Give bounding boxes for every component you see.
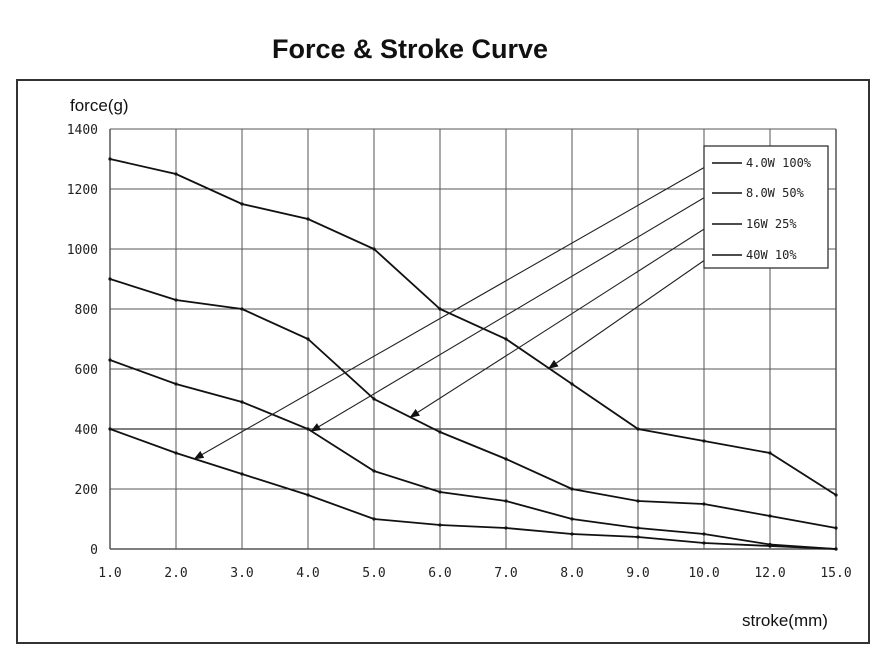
series-point — [834, 547, 838, 551]
x-tick-label: 6.0 — [428, 566, 451, 581]
series-point — [372, 247, 376, 251]
series-point — [306, 217, 310, 221]
y-tick-label: 1200 — [67, 183, 98, 198]
series-point — [768, 514, 772, 518]
legend: 4.0W 100% 8.0W 50% 16W 25% 40W 10% — [703, 145, 829, 269]
series-line-4 — [109, 428, 837, 550]
legend-label: 4.0W 100% — [746, 156, 812, 170]
series-point — [570, 532, 574, 536]
x-tick-label: 12.0 — [754, 566, 785, 581]
series-point — [504, 337, 508, 341]
y-tick-label: 200 — [75, 483, 98, 498]
series-point — [504, 499, 508, 503]
legend-label: 16W 25% — [746, 217, 797, 231]
series-point — [702, 439, 706, 443]
series-point — [306, 337, 310, 341]
series-line-1 — [109, 158, 837, 496]
series-point — [174, 382, 178, 386]
series-point — [636, 499, 640, 503]
x-tick-label: 10.0 — [688, 566, 719, 581]
x-tick-label: 9.0 — [626, 566, 649, 581]
series-point — [834, 526, 838, 530]
y-tick-label: 0 — [90, 543, 98, 558]
series-point — [702, 502, 706, 506]
series-point — [702, 532, 706, 536]
series-point — [438, 523, 442, 527]
series-point — [372, 469, 376, 473]
series-point — [108, 427, 112, 431]
series-point — [768, 544, 772, 548]
y-axis-label: force(g) — [70, 96, 129, 115]
series-point — [240, 307, 244, 311]
y-tick-label: 1000 — [67, 243, 98, 258]
series-point — [504, 457, 508, 461]
chart-frame — [16, 79, 870, 644]
series-point — [372, 517, 376, 521]
legend-box — [703, 145, 829, 269]
y-tick-label: 1400 — [67, 123, 98, 138]
series-point — [174, 451, 178, 455]
x-tick-label: 8.0 — [560, 566, 583, 581]
series-point — [306, 427, 310, 431]
series-point — [636, 535, 640, 539]
x-tick-label: 4.0 — [296, 566, 319, 581]
series-point — [438, 430, 442, 434]
y-tick-label: 800 — [75, 303, 98, 318]
series-point — [240, 400, 244, 404]
series-point — [174, 172, 178, 176]
series-point — [636, 427, 640, 431]
series-point — [108, 157, 112, 161]
x-tick-label: 7.0 — [494, 566, 517, 581]
series-lines — [108, 157, 838, 551]
series-point — [504, 526, 508, 530]
x-tick-label: 1.0 — [98, 566, 121, 581]
series-point — [372, 397, 376, 401]
legend-arrow — [310, 192, 713, 432]
series-point — [240, 202, 244, 206]
series-point — [108, 277, 112, 281]
series-point — [768, 451, 772, 455]
x-axis-label: stroke(mm) — [742, 611, 828, 630]
legend-label: 8.0W 50% — [746, 186, 805, 200]
x-tick-label: 5.0 — [362, 566, 385, 581]
series-point — [702, 541, 706, 545]
series-point — [570, 487, 574, 491]
series-point — [240, 472, 244, 476]
series-point — [570, 382, 574, 386]
x-tick-label: 15.0 — [820, 566, 851, 581]
series-point — [438, 307, 442, 311]
legend-label: 40W 10% — [746, 248, 797, 262]
legend-arrows — [193, 162, 713, 460]
y-tick-labels: 0 200 400 600 800 1000 1200 1400 — [67, 123, 98, 558]
series-point — [438, 490, 442, 494]
legend-arrow — [409, 223, 713, 418]
legend-arrow — [193, 162, 713, 460]
series-line-3 — [109, 359, 837, 550]
y-tick-label: 400 — [75, 423, 98, 438]
series-point — [570, 517, 574, 521]
x-tick-labels: 1.0 2.0 3.0 4.0 5.0 6.0 7.0 8.0 9.0 10.0 12.0 15.0 — [98, 566, 851, 581]
series-point — [636, 526, 640, 530]
series-point — [108, 358, 112, 362]
series-point — [306, 493, 310, 497]
y-tick-label: 600 — [75, 363, 98, 378]
x-tick-label: 3.0 — [230, 566, 253, 581]
chart-title: Force & Stroke Curve — [271, 34, 549, 64]
series-point — [834, 493, 838, 497]
legend-arrow — [548, 254, 713, 369]
series-point — [174, 298, 178, 302]
series-line-2 — [109, 278, 837, 529]
x-tick-label: 2.0 — [164, 566, 187, 581]
